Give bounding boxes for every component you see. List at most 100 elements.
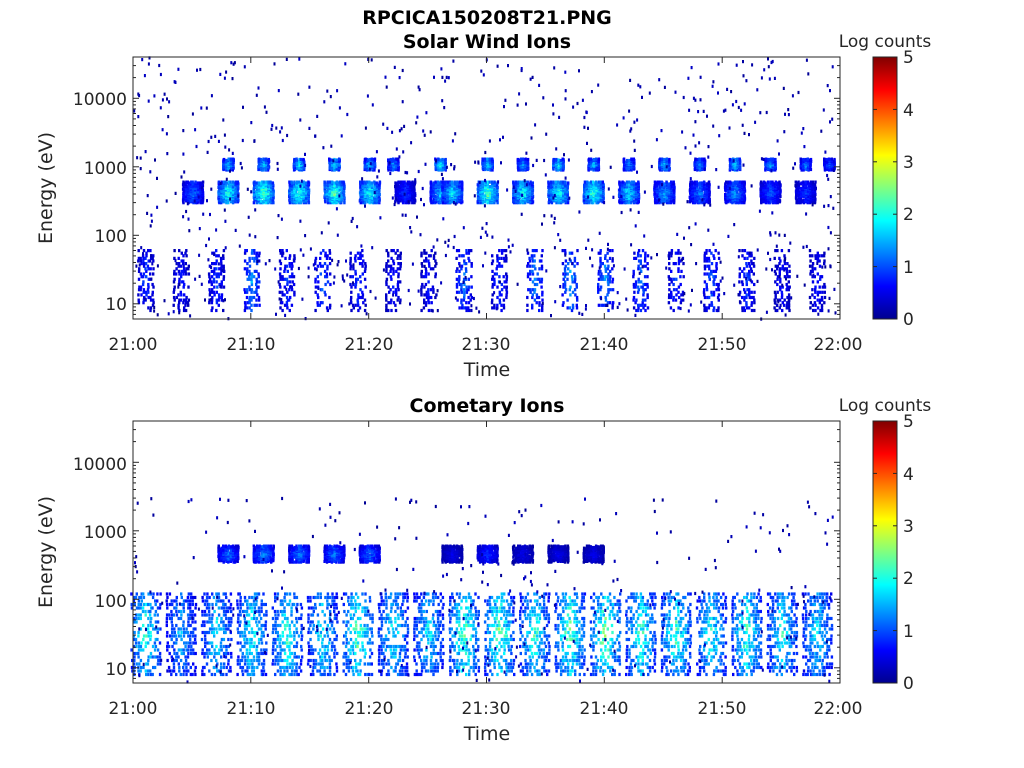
heatmap-cell (366, 193, 369, 197)
heatmap-cell (736, 157, 739, 161)
heatmap-cell (144, 290, 147, 294)
heatmap-cell (366, 182, 370, 186)
heatmap-cell (406, 199, 409, 203)
heatmap-cell (487, 180, 490, 184)
heatmap-cell (483, 157, 487, 161)
heatmap-cell (706, 182, 709, 186)
heatmap-cell (299, 201, 303, 205)
heatmap-cell (632, 180, 635, 184)
heatmap-cell (552, 183, 555, 187)
heatmap-cell (734, 193, 737, 198)
heatmap-cell (807, 184, 810, 188)
heatmap-cell (623, 199, 626, 203)
heatmap-cell (269, 198, 272, 202)
heatmap-cell (618, 180, 621, 184)
heatmap-cell (338, 187, 341, 191)
heatmap-cell (335, 180, 339, 184)
heatmap-cell (814, 197, 817, 201)
heatmap-cell (442, 200, 445, 204)
heatmap-cell (735, 167, 739, 172)
heatmap-cell (257, 161, 260, 165)
heatmap-cell (460, 180, 464, 184)
heatmap-cell (432, 185, 435, 189)
heatmap-cell (222, 157, 226, 162)
heatmap-cell (338, 180, 341, 184)
heatmap-cell (625, 183, 629, 187)
heatmap-cell (797, 198, 801, 202)
heatmap-cell (395, 165, 398, 169)
heatmap-cell (259, 199, 263, 203)
heatmap-cell (139, 288, 142, 292)
heatmap-cell (707, 195, 710, 199)
heatmap-cell (147, 285, 150, 289)
heatmap-cell (392, 157, 395, 161)
heatmap-cell (628, 194, 631, 198)
heatmap-cell (630, 196, 633, 200)
heatmap-cell (371, 196, 374, 200)
heatmap-cell (272, 184, 275, 188)
heatmap-cell (299, 157, 303, 162)
heatmap-cell (739, 191, 742, 195)
heatmap-cell (632, 157, 635, 161)
heatmap-cell (184, 186, 188, 190)
heatmap-cell (653, 180, 657, 184)
heatmap-cell (142, 288, 146, 292)
heatmap-cell (368, 190, 371, 194)
heatmap-cell (724, 200, 727, 204)
heatmap-cell (698, 196, 701, 200)
heatmap-cell (637, 198, 640, 202)
heatmap-cell (359, 194, 363, 198)
heatmap-cell (486, 157, 489, 161)
heatmap-cell (151, 303, 155, 307)
heatmap-cell (734, 157, 737, 162)
heatmap-cell (378, 185, 381, 189)
heatmap-cell (813, 183, 817, 187)
heatmap-cell (370, 184, 374, 188)
heatmap-cell (725, 180, 728, 184)
heatmap-cell (224, 180, 227, 184)
heatmap-cell (526, 185, 530, 189)
heatmap-cell (359, 180, 362, 184)
heatmap-cell (526, 161, 530, 165)
heatmap-cell (490, 157, 494, 161)
heatmap-cell (406, 194, 409, 198)
heatmap-cell (658, 194, 661, 198)
heatmap-cell (741, 187, 744, 191)
heatmap-cell (149, 308, 152, 313)
heatmap-cell (517, 164, 520, 168)
heatmap-cell (137, 288, 141, 292)
heatmap-cell (802, 198, 806, 202)
heatmap-cell (760, 196, 763, 200)
heatmap-cell (229, 188, 233, 192)
heatmap-cell (531, 181, 534, 185)
heatmap-cell (264, 196, 268, 200)
heatmap-cell (297, 180, 301, 184)
heatmap-cell (809, 188, 812, 192)
heatmap-cell (269, 180, 272, 184)
heatmap-cell (303, 193, 306, 197)
heatmap-cell (670, 180, 673, 184)
heatmap-cell (217, 199, 221, 203)
heatmap-cell (305, 187, 308, 191)
heatmap-cell (561, 199, 565, 203)
heatmap-cell (306, 190, 310, 194)
heatmap-cell (667, 197, 670, 201)
heatmap-cell (453, 190, 456, 194)
heatmap-cell (728, 193, 732, 198)
heatmap-cell (592, 196, 595, 200)
heatmap-cell (764, 181, 767, 185)
heatmap-cell (630, 185, 633, 189)
heatmap-cell (434, 194, 437, 198)
heatmap-cell (481, 201, 484, 205)
heatmap-cell (222, 191, 225, 195)
heatmap-cell (566, 190, 569, 194)
heatmap-cell (394, 200, 397, 204)
heatmap-cell (773, 192, 776, 196)
heatmap-cell (700, 193, 703, 198)
heatmap-cell (442, 191, 445, 195)
heatmap-cell (595, 157, 598, 161)
heatmap-cell (437, 193, 440, 198)
heatmap-cell (488, 185, 492, 189)
heatmap-cell (701, 181, 704, 185)
heatmap-cell (439, 201, 442, 205)
